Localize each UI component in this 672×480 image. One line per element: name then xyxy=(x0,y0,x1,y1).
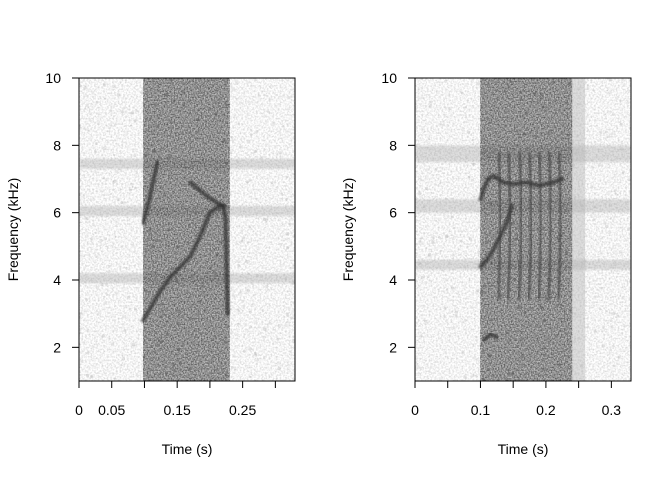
x-tick-label: 0.3 xyxy=(602,402,622,418)
x-tick-label: 0 xyxy=(411,402,419,418)
speckles xyxy=(415,78,631,381)
x-tick-label: 0.05 xyxy=(98,402,125,418)
pulse-4 xyxy=(537,152,543,301)
y-tick-label: 4 xyxy=(53,272,61,288)
x-tick-label: 0.2 xyxy=(536,402,556,418)
y-tick-label: 8 xyxy=(389,137,397,153)
spectrogram-panel-right: 2 4 6 8 10 0 0.1 0.2 0.3 Time (s) Frequency (kHz) xyxy=(340,70,632,457)
speckles xyxy=(79,78,295,381)
pulse-5 xyxy=(546,152,553,301)
x-axis-title: Time (s) xyxy=(498,441,549,457)
y-axis-title: Frequency (kHz) xyxy=(340,178,356,281)
y-tick-label: 6 xyxy=(53,205,61,221)
trace-1 xyxy=(478,203,514,269)
pulse-6 xyxy=(556,152,563,301)
spectrogram-panel-left: 2 4 6 8 10 0 0.05 0.15 0.25 Time (s) Frequency (kH… xyxy=(5,70,296,457)
y-tick-label: 10 xyxy=(45,70,61,86)
pulse-2 xyxy=(517,152,523,301)
pulse-1 xyxy=(506,152,512,301)
trace-2 xyxy=(481,331,499,343)
plot-area xyxy=(79,78,295,381)
faint-band xyxy=(572,78,586,381)
y-axis-title: Frequency (kHz) xyxy=(5,178,21,281)
sound-band-grain xyxy=(143,78,230,381)
x-tick-label: 0 xyxy=(75,402,83,418)
trace-2 xyxy=(188,180,230,316)
x-tick-label: 0.15 xyxy=(164,402,191,418)
trace-0 xyxy=(141,160,160,225)
x-tick-label: 0.1 xyxy=(471,402,491,418)
y-tick-label: 10 xyxy=(381,70,397,86)
y-tick-label: 2 xyxy=(389,339,397,355)
y-tick-label: 2 xyxy=(53,339,61,355)
trace-1 xyxy=(141,203,227,323)
pulse-3 xyxy=(527,152,533,301)
y-tick-label: 4 xyxy=(389,272,397,288)
pulse-0 xyxy=(496,152,502,301)
x-axis-title: Time (s) xyxy=(162,441,213,457)
y-tick-label: 6 xyxy=(389,205,397,221)
y-tick-label: 8 xyxy=(53,137,61,153)
plot-area xyxy=(415,78,631,381)
x-tick-label: 0.25 xyxy=(229,402,256,418)
trace-0 xyxy=(478,173,565,202)
